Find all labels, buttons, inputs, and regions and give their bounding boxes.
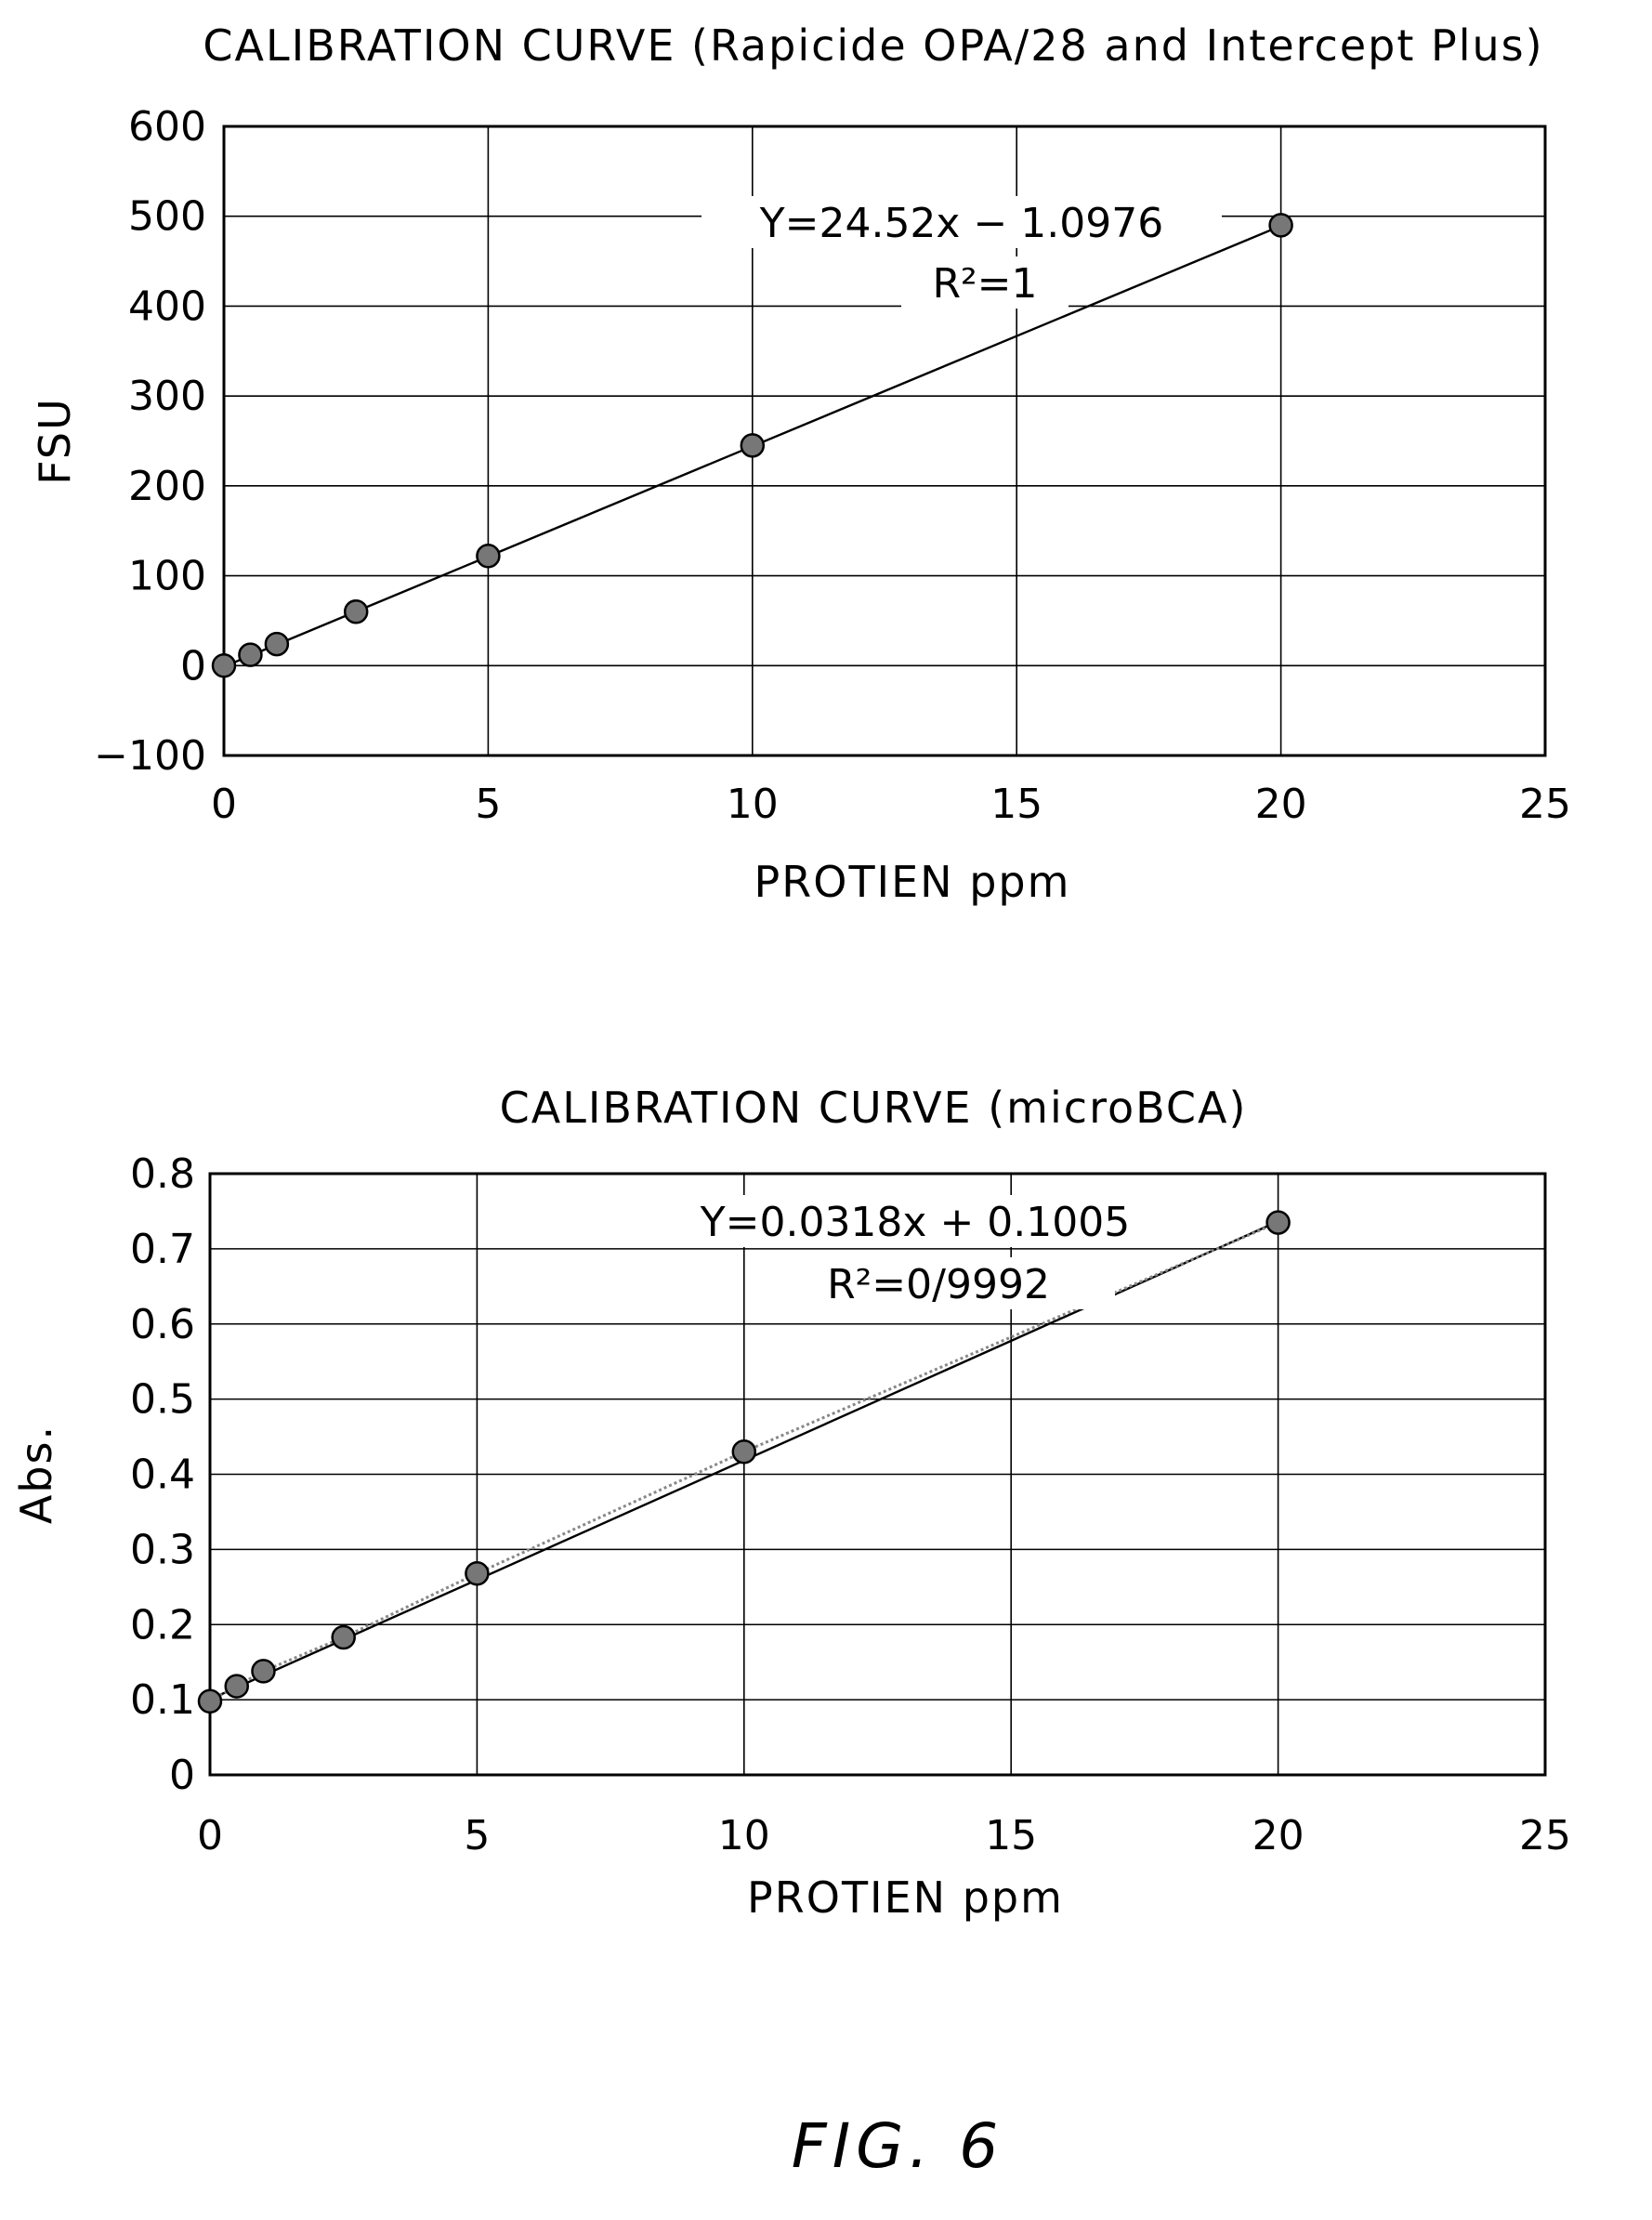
- plot-frame: [222, 125, 1547, 757]
- data-point: [731, 1438, 757, 1465]
- y-tick-label: 0.3: [130, 1526, 195, 1573]
- data-point: [331, 1624, 356, 1650]
- y-tick-label: 100: [128, 553, 206, 600]
- x-tick-label: 10: [727, 781, 779, 828]
- y-tick-label: 300: [128, 373, 206, 420]
- y-tick-label: 200: [128, 463, 206, 510]
- data-point: [211, 653, 237, 678]
- y-tick-label: 400: [128, 282, 206, 330]
- annotation-background: [901, 256, 1069, 309]
- data-point: [465, 1561, 490, 1586]
- y-axis-label: Abs.: [11, 1425, 61, 1524]
- data-point: [224, 1674, 249, 1699]
- equation-annotation: R²=1: [932, 260, 1037, 308]
- y-tick-label: 0.4: [130, 1452, 195, 1499]
- y-tick-label: −100: [94, 732, 206, 780]
- y-tick-label: 0: [180, 642, 206, 690]
- x-tick-label: 0: [211, 781, 237, 828]
- x-tick-label: 5: [464, 1812, 490, 1859]
- data-point: [1268, 213, 1293, 238]
- y-tick-label: 0.8: [130, 1150, 195, 1198]
- figure-label: FIG. 6: [792, 2110, 1004, 2182]
- data-point: [238, 642, 263, 667]
- x-tick-label: 25: [1519, 1812, 1571, 1859]
- x-tick-label: 5: [475, 781, 501, 828]
- data-point: [264, 631, 290, 657]
- chart-bottom: CALIBRATION CURVE (microBCA) 0 5 10 15 20 25 0.…: [11, 1083, 1571, 1923]
- data-point: [343, 599, 369, 624]
- annotation-background: [762, 1257, 1115, 1309]
- x-axis-label: PROTIEN ppm: [754, 857, 1071, 907]
- equation-annotation: R²=0/9992: [827, 1261, 1050, 1308]
- x-tick-label: 20: [1252, 1812, 1305, 1859]
- data-point: [740, 433, 766, 458]
- x-tick-label: 10: [718, 1812, 770, 1859]
- equation-annotation: Y=0.0318x + 0.1005: [700, 1199, 1131, 1246]
- x-tick-label: 0: [197, 1812, 223, 1859]
- data-point: [197, 1688, 223, 1714]
- x-tick-label: 15: [985, 1812, 1037, 1859]
- y-tick-label: 0: [169, 1752, 195, 1799]
- y-tick-label: 0.5: [130, 1376, 195, 1424]
- y-tick-label: 0.1: [130, 1676, 195, 1724]
- data-point: [251, 1659, 276, 1684]
- plot-frame: [208, 1172, 1547, 1777]
- y-tick-label: 500: [128, 193, 206, 241]
- chart-title: CALIBRATION CURVE (Rapicide OPA/28 and I…: [203, 20, 1543, 71]
- chart-title: CALIBRATION CURVE (microBCA): [500, 1083, 1248, 1133]
- chart-top: CALIBRATION CURVE (Rapicide OPA/28 and I…: [30, 20, 1571, 907]
- annotation-background: [655, 1195, 1175, 1247]
- y-tick-label: 0.7: [130, 1226, 195, 1273]
- x-tick-label: 20: [1255, 781, 1307, 828]
- y-tick-label: 0.2: [130, 1601, 195, 1649]
- y-tick-label: 0.6: [130, 1301, 195, 1348]
- data-point: [1265, 1210, 1291, 1235]
- y-axis-label: FSU: [30, 397, 80, 485]
- x-tick-label: 25: [1519, 781, 1571, 828]
- equation-annotation: Y=24.52x − 1.0976: [759, 200, 1164, 247]
- y-tick-label: 600: [128, 103, 206, 151]
- x-axis-label: PROTIEN ppm: [747, 1872, 1064, 1923]
- data-point: [476, 544, 501, 569]
- x-tick-label: 15: [990, 781, 1042, 828]
- annotation-background: [701, 196, 1222, 248]
